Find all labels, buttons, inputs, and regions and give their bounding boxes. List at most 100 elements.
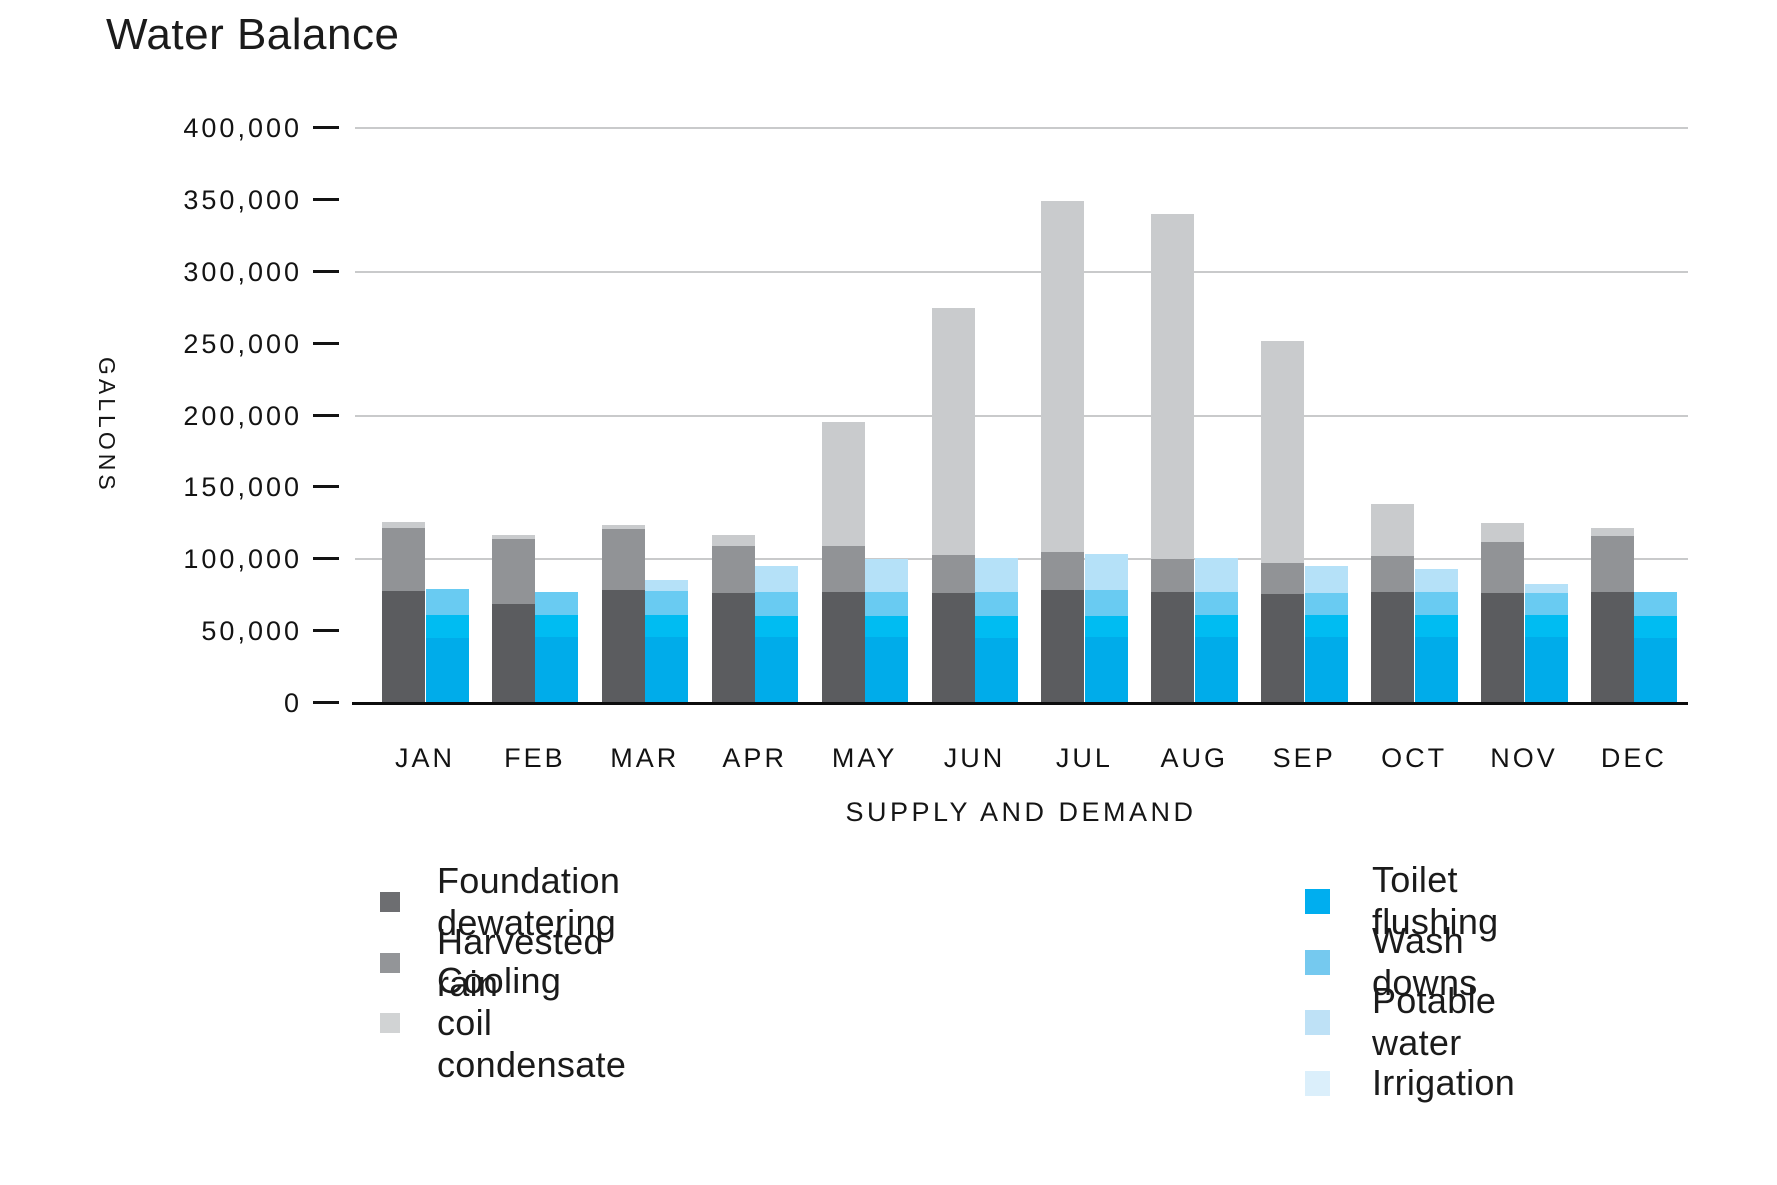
y-tick-label: 0	[283, 688, 302, 718]
bar-segment	[491, 534, 535, 540]
bar-segment	[1634, 591, 1678, 617]
bar-segment	[1151, 592, 1195, 703]
bar-segment	[1084, 616, 1128, 637]
y-tick-dash	[313, 341, 339, 345]
bar-segment	[821, 546, 865, 593]
gridline	[355, 414, 1688, 417]
x-tick-label: FEB	[504, 743, 566, 773]
y-tick-dash	[313, 197, 339, 201]
bar-segment	[1414, 568, 1458, 592]
legend-swatch	[1305, 888, 1330, 914]
legend-swatch	[1305, 1070, 1330, 1096]
bar-segment	[1304, 636, 1348, 703]
y-tick-dash	[313, 557, 339, 561]
legend-label: Harvested rain	[437, 921, 604, 1004]
bar-segment	[865, 592, 909, 617]
bar-segment	[865, 616, 909, 637]
bar-segment	[1524, 583, 1568, 594]
bar-segment	[1261, 593, 1305, 703]
x-axis-title: SUPPLY AND DEMAND	[845, 797, 1197, 827]
bar-segment	[1041, 552, 1085, 591]
bar-segment	[755, 592, 799, 617]
bar-segment	[1414, 615, 1458, 637]
bar-segment	[1194, 636, 1238, 703]
legend-item: Toilet flushing	[1305, 859, 1498, 942]
legend-label: Wash downs	[1372, 920, 1478, 1003]
bar-segment	[1304, 593, 1348, 616]
bar-segment	[975, 637, 1018, 703]
y-tick-dash	[313, 126, 339, 129]
bar-segment	[535, 636, 579, 703]
bar-segment	[1304, 615, 1348, 637]
x-tick-label: DEC	[1600, 743, 1667, 773]
legend-swatch	[380, 953, 400, 973]
bar-segment	[1414, 591, 1458, 616]
y-tick-label: 400,000	[183, 113, 302, 143]
bar-segment	[1481, 542, 1524, 594]
y-tick-dash	[313, 485, 339, 489]
legend-label: Irrigation	[1372, 1062, 1516, 1103]
bar-segment	[425, 589, 469, 615]
bar-segment	[975, 616, 1018, 638]
bar-segment	[975, 592, 1018, 617]
bar-segment	[535, 614, 579, 637]
legend-swatch	[380, 1013, 400, 1033]
gridline	[355, 127, 1688, 129]
x-tick-label: MAY	[831, 743, 898, 773]
bar-segment	[865, 558, 909, 593]
bar-segment	[1041, 590, 1085, 703]
bar-segment	[1590, 592, 1634, 703]
y-tick-label: 300,000	[183, 256, 302, 287]
x-tick-label: APR	[722, 743, 787, 773]
bar-segment	[821, 592, 865, 703]
bar-segment	[865, 636, 909, 703]
bar-segment	[601, 590, 645, 703]
bar-segment	[491, 539, 535, 604]
legend-label: Toilet flushing	[1372, 859, 1499, 942]
gridline	[355, 558, 1688, 561]
bar-segment	[1371, 592, 1415, 703]
bar-segment	[645, 590, 689, 615]
bar-segment	[535, 591, 579, 615]
x-axis-line	[352, 702, 1688, 705]
bar-segment	[382, 527, 425, 591]
bar-segment	[1194, 591, 1238, 616]
bar-segment	[755, 616, 799, 637]
bar-segment	[1524, 593, 1568, 616]
bar-segment	[382, 590, 425, 703]
x-tick-label: AUG	[1160, 743, 1229, 773]
x-tick-label: JUL	[1055, 743, 1113, 773]
bar-segment	[711, 534, 755, 547]
bar-segment	[931, 593, 975, 703]
y-tick-label: 50,000	[201, 616, 302, 647]
bar-segment	[1261, 340, 1305, 563]
x-tick-label: JAN	[394, 743, 455, 773]
bar-segment	[975, 557, 1018, 593]
y-tick-dash	[313, 629, 339, 633]
bar-segment	[1371, 503, 1415, 556]
bar-segment	[645, 636, 689, 703]
bar-segment	[1524, 615, 1568, 637]
bar-segment	[1590, 536, 1634, 593]
bar-segment	[931, 554, 975, 594]
y-tick-label: 250,000	[183, 328, 302, 359]
bar-segment	[1041, 200, 1085, 553]
y-tick-dash	[313, 701, 339, 704]
bar-segment	[1304, 566, 1348, 594]
bar-segment	[1371, 555, 1415, 593]
legend-swatch	[1305, 1009, 1330, 1035]
legend-item: Harvested rain	[380, 921, 604, 1004]
bar-segment	[645, 580, 689, 591]
bar-segment	[1084, 636, 1128, 703]
y-tick-label: 100,000	[183, 544, 302, 575]
bar-segment	[711, 546, 755, 594]
y-axis-title: GALLONS	[94, 356, 120, 494]
bar-segment	[491, 603, 535, 703]
x-tick-label: OCT	[1381, 743, 1448, 773]
x-tick-label: SEP	[1272, 743, 1336, 773]
y-tick-dash	[313, 413, 339, 417]
bar-segment	[1261, 562, 1305, 594]
bar-segment	[425, 637, 469, 703]
chart-title: Water Balance	[106, 10, 400, 59]
